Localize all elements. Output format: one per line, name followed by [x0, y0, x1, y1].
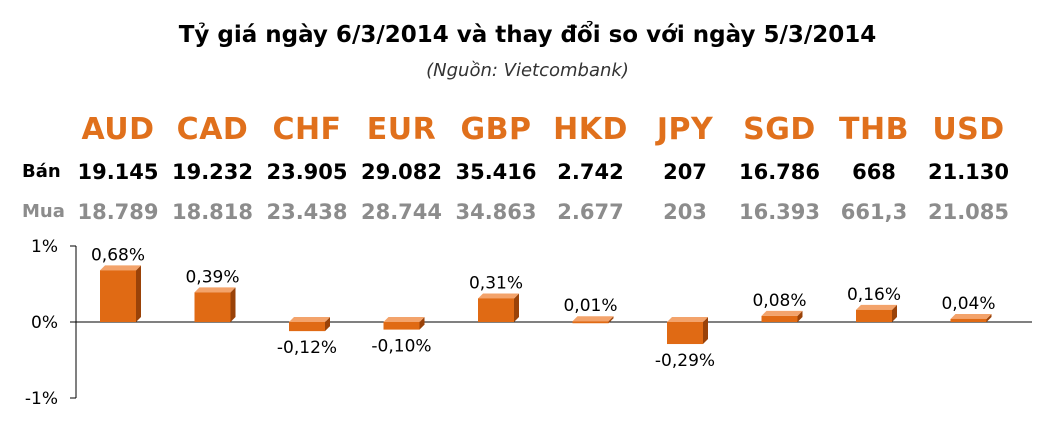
buy-rate-gbp: 34.863	[455, 200, 537, 224]
y-tick-label: -1%	[25, 389, 58, 409]
bar-usd	[950, 313, 992, 322]
currency-label-chf: CHF	[272, 112, 342, 147]
sell-rate-chf: 23.905	[266, 160, 348, 184]
bar-jpy	[667, 317, 708, 345]
bar-value-label: 0,39%	[185, 267, 239, 287]
bar-gbp	[478, 293, 519, 322]
sell-rate-gbp: 35.416	[455, 160, 537, 184]
currency-label-sgd: SGD	[743, 112, 816, 147]
bar-value-label: 0,01%	[563, 296, 617, 316]
buy-rate-cad: 18.818	[171, 200, 254, 224]
buy-rate-chf: 23.438	[266, 200, 348, 224]
buy-rate-usd: 21.085	[927, 200, 1010, 224]
currency-label-gbp: GBP	[460, 112, 532, 147]
currency-label-thb: THB	[839, 112, 909, 147]
sell-rate-hkd: 2.742	[557, 160, 624, 184]
bar-value-label: -0,29%	[655, 351, 715, 371]
bar-chf	[289, 317, 330, 332]
currency-label-hkd: HKD	[553, 112, 628, 147]
currency-label-eur: EUR	[366, 112, 437, 147]
bar-hkd	[572, 316, 614, 324]
bar-value-label: 0,31%	[469, 273, 523, 293]
bar-value-label: 0,04%	[941, 294, 995, 314]
bar-value-label: 0,68%	[91, 245, 145, 265]
y-tick-label: 0%	[31, 313, 58, 333]
sell-rate-cad: 19.232	[171, 160, 254, 184]
y-tick-label: 1%	[31, 237, 58, 257]
bar-eur	[383, 317, 425, 330]
bar-value-label: -0,12%	[277, 338, 337, 358]
bar-sgd	[761, 310, 803, 322]
sell-rate-thb: 668	[852, 160, 896, 184]
buy-rate-sgd: 16.393	[738, 200, 821, 224]
chart-title: Tỷ giá ngày 6/3/2014 và thay đổi so với …	[178, 22, 877, 48]
sell-rate-aud: 19.145	[77, 160, 159, 184]
sell-rate-sgd: 16.786	[738, 160, 821, 184]
buy-row-label: Mua	[22, 201, 65, 222]
buy-rate-jpy: 203	[663, 200, 707, 224]
currency-label-usd: USD	[932, 112, 1005, 147]
sell-rate-jpy: 207	[663, 160, 707, 184]
sell-row-label: Bán	[22, 161, 61, 182]
buy-rate-eur: 28.744	[360, 200, 443, 224]
buy-rate-aud: 18.789	[77, 200, 159, 224]
bar-thb	[856, 304, 897, 322]
sell-rate-eur: 29.082	[360, 160, 443, 184]
bar-value-label: -0,10%	[371, 337, 431, 357]
sell-rate-usd: 21.130	[927, 160, 1010, 184]
bar-aud	[100, 265, 141, 322]
currency-label-jpy: JPY	[656, 112, 714, 147]
bar-value-label: 0,16%	[847, 285, 901, 305]
currency-label-aud: AUD	[81, 112, 155, 147]
bar-value-label: 0,08%	[752, 291, 806, 311]
buy-rate-thb: 661,3	[840, 200, 908, 224]
chart-subtitle: (Nguồn: Vietcombank)	[426, 60, 629, 81]
bar-cad	[194, 287, 236, 322]
currency-label-cad: CAD	[176, 112, 249, 147]
buy-rate-hkd: 2.677	[557, 200, 624, 224]
